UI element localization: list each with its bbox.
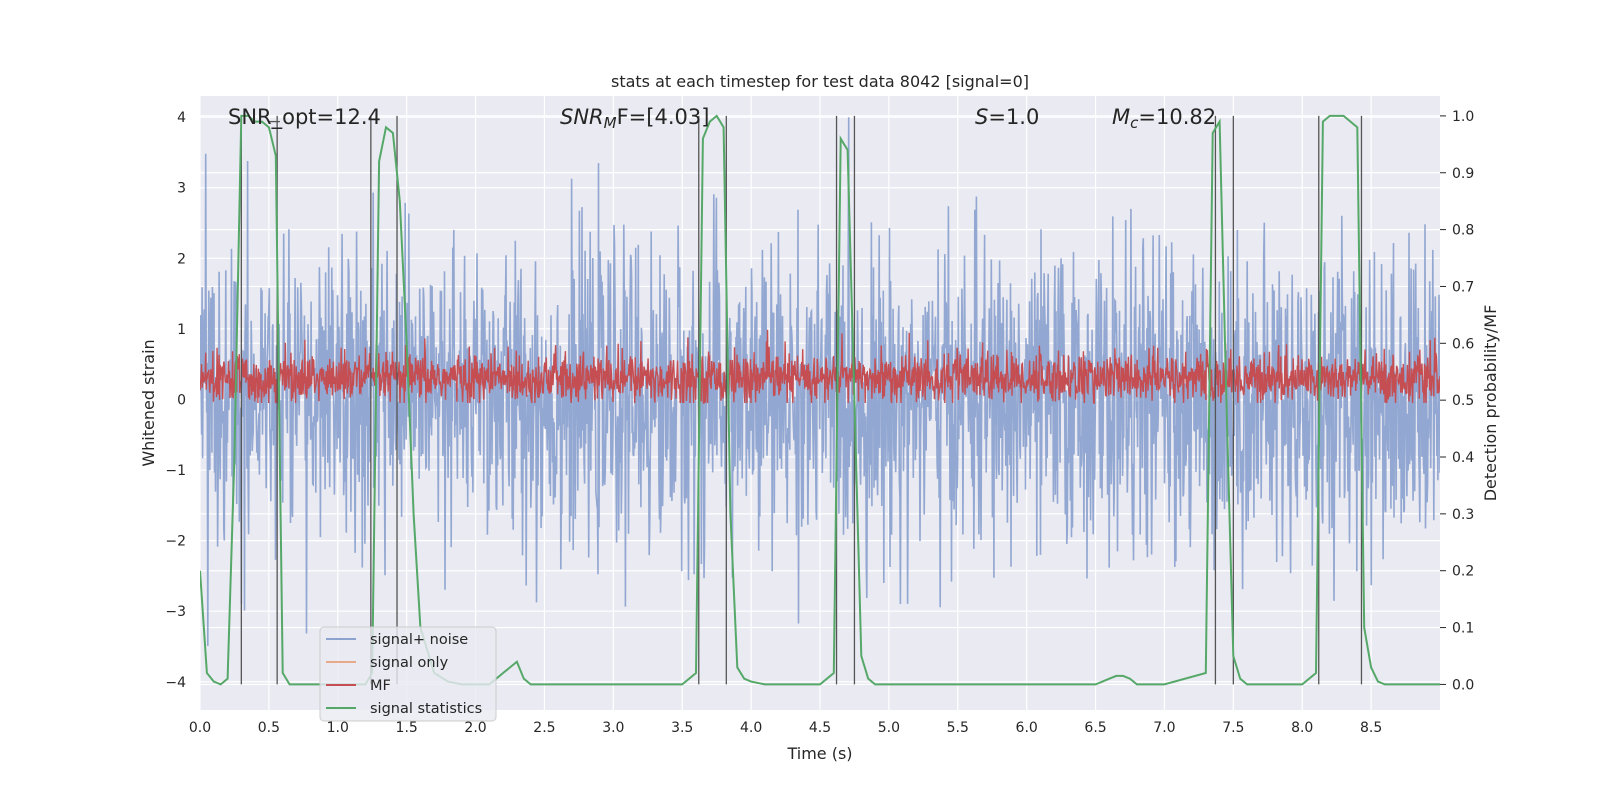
y-left-tick-label: −2 — [165, 534, 186, 550]
legend-label-signal-noise: signal+ noise — [370, 632, 468, 648]
y-left-tick-labels: 4 3 2 1 0 −1 −2 −3 −4 — [165, 110, 186, 691]
y-right-tick-label: 0.6 — [1452, 336, 1474, 352]
y-right-tick-label: 0.9 — [1452, 166, 1474, 182]
legend-label-signal-statistics: signal statistics — [370, 701, 482, 717]
x-tick-label: 4.5 — [809, 720, 831, 736]
x-tick-label: 2.5 — [533, 720, 555, 736]
y-left-tick-label: −4 — [165, 675, 186, 691]
y-left-axis-label: Whitened strain — [139, 339, 158, 466]
y-right-tick-label: 0.1 — [1452, 621, 1474, 637]
y-left-tick-label: −1 — [165, 463, 186, 479]
y-left-tick-label: 3 — [177, 181, 186, 197]
annotation-snr-mf: SNRMF=[4.03] — [560, 105, 709, 132]
x-tick-label: 3.5 — [671, 720, 693, 736]
y-right-tick-label: 0.0 — [1452, 677, 1474, 693]
x-tick-label: 8.0 — [1291, 720, 1313, 736]
y-right-tick-label: 0.8 — [1452, 223, 1474, 239]
x-axis-label: Time (s) — [786, 744, 852, 763]
y-left-tick-label: 2 — [177, 251, 186, 267]
x-tick-label: 8.5 — [1360, 720, 1382, 736]
x-tick-label: 4.0 — [740, 720, 762, 736]
annotation-mc: Mc=10.82 — [1112, 105, 1216, 132]
x-tick-label: 0.5 — [258, 720, 280, 736]
legend: signal+ noise signal only MF signal stat… — [319, 626, 497, 722]
y-left-tick-label: −3 — [165, 604, 186, 620]
y-right-tick-label: 0.5 — [1452, 393, 1474, 409]
x-tick-label: 5.0 — [878, 720, 900, 736]
chart-title: stats at each timestep for test data 804… — [611, 72, 1029, 91]
x-tick-label: 1.0 — [327, 720, 349, 736]
y-right-tick-label: 0.7 — [1452, 279, 1474, 295]
annotation-s: S=1.0 — [975, 105, 1039, 129]
y-left-tick-label: 4 — [177, 110, 186, 126]
x-tick-label: 7.0 — [1153, 720, 1175, 736]
x-tick-label: 0.0 — [189, 720, 211, 736]
y-left-tick-label: 0 — [177, 392, 186, 408]
signal-statistics-line — [200, 114, 1440, 686]
x-tick-label: 7.5 — [1222, 720, 1244, 736]
x-tick-label: 1.5 — [396, 720, 418, 736]
y-right-tick-label: 0.2 — [1452, 564, 1474, 580]
x-tick-label: 2.0 — [464, 720, 486, 736]
series-signal-statistics — [200, 114, 1440, 686]
annotation-snr-opt: SNR_opt=12.4 — [228, 105, 381, 130]
y-right-tick-label: 0.4 — [1452, 450, 1474, 466]
x-tick-label: 3.0 — [602, 720, 624, 736]
legend-label-mf: MF — [370, 678, 391, 694]
legend-box — [319, 626, 497, 722]
y-right-tick-labels: 1.0 0.9 0.8 0.7 0.6 0.5 0.4 0.3 0.2 0.1 0.0 — [1440, 109, 1474, 693]
x-tick-labels: 0.0 0.5 1.0 1.5 2.0 2.5 3.0 3.5 4.0 4.5 5.0 5.5 6.0 6… — [189, 720, 1382, 736]
y-right-tick-label: 1.0 — [1452, 109, 1474, 125]
x-tick-label: 6.0 — [1016, 720, 1038, 736]
x-tick-label: 5.5 — [947, 720, 969, 736]
y-left-tick-label: 1 — [177, 322, 186, 338]
x-tick-label: 6.5 — [1084, 720, 1106, 736]
legend-label-signal-only: signal only — [370, 655, 449, 671]
y-right-axis-label: Detection probability/MF — [1481, 305, 1500, 502]
y-right-tick-label: 0.3 — [1452, 507, 1474, 523]
